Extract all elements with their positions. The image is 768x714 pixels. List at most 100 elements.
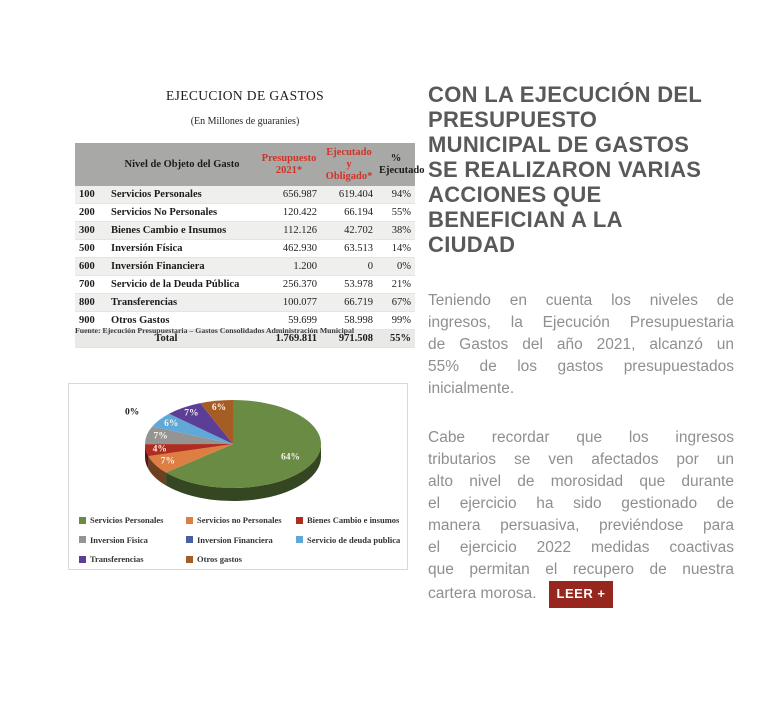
table-cell: Inversión Financiera xyxy=(111,261,205,273)
legend-label: Inversion Fisica xyxy=(90,534,148,545)
headline-line: PRESUPUESTO xyxy=(428,107,598,132)
pie-percent-label: 6% xyxy=(164,419,178,429)
paragraph-text: Teniendo en cuenta los niveles de xyxy=(428,292,734,309)
pie-slice xyxy=(145,444,233,457)
table-cell: 656.987 xyxy=(282,189,317,201)
table-cell: Transferencias xyxy=(111,297,178,309)
legend-item: Inversion Financiera xyxy=(186,534,296,545)
pie-percent-label: 6% xyxy=(212,403,226,413)
pie-slice-side xyxy=(166,444,321,501)
table-cell: Servicio de la Deuda Pública xyxy=(111,279,240,291)
pie-slice-side xyxy=(148,456,167,486)
table-header-row: Nivel de Objeto del Gasto Presupuesto 202… xyxy=(75,143,425,187)
chart-legend: Servicios Personales Servicios no Persona… xyxy=(79,516,401,564)
legend-item: Inversion Fisica xyxy=(79,534,186,545)
headline-line: CON LA EJECUCIÓN DEL xyxy=(428,82,703,107)
total-label: Total xyxy=(154,333,178,345)
legend-color-swatch-icon xyxy=(296,536,303,544)
headline-line: MUNICIPAL DE GASTOS xyxy=(428,132,690,157)
paragraph-line: Teniendo en cuenta los niveles de xyxy=(428,290,734,312)
pie-slice xyxy=(144,426,233,445)
total-cell: 971.508 xyxy=(338,333,373,345)
expense-table: Nivel de Objeto del Gasto Presupuesto 202… xyxy=(75,143,425,348)
total-cell: 1.769.811 xyxy=(275,333,317,345)
leer-button[interactable]: LEER + xyxy=(548,581,614,608)
table-row: 800 Transferencias 100.077 66.719 67% xyxy=(75,293,415,312)
table-cell: 120.422 xyxy=(282,207,317,219)
legend-item: Bienes Cambio e insumos xyxy=(296,516,401,525)
paragraph-1: Teniendo en cuenta los niveles de ingreso… xyxy=(428,290,734,400)
paragraph-text: ingresos, la Ejecución Presupuestaria xyxy=(428,314,734,331)
table-cell: 66.719 xyxy=(344,297,373,309)
table-cell: Otros Gastos xyxy=(111,315,170,327)
table-cell: 600 xyxy=(79,261,95,273)
table-cell: 800 xyxy=(79,297,95,309)
paragraph-line: tributarios se ven afectados por un xyxy=(428,449,734,471)
table-cell: 55% xyxy=(391,207,411,219)
total-row: Total 1.769.811 971.508 55% xyxy=(75,329,415,348)
paragraph-line: cartera morosa. LEER + xyxy=(428,581,734,608)
table-cell: 500 xyxy=(79,243,95,255)
pie-slice xyxy=(200,400,233,444)
paragraph-text: 55% de los gastos presupuestados xyxy=(428,358,734,375)
chart-panel: 64% 7% 4% 7% 0% 6% 7% 6% Servicios Personales Se… xyxy=(68,383,408,570)
column-header: Nivel de Objeto del Gasto xyxy=(107,143,257,187)
table-cell: 900 xyxy=(79,315,95,327)
table-cell: 1.200 xyxy=(293,261,317,273)
legend-item: Servicios no Personales xyxy=(186,516,296,525)
column-header: % Ejecutado xyxy=(377,143,425,187)
legend-label: Servicios Personales xyxy=(90,515,164,525)
header-row: Nivel de Objeto del Gasto Presupuesto 202… xyxy=(75,143,425,187)
column-header: Presupuesto 2021* xyxy=(257,143,321,187)
pie-slice xyxy=(152,413,233,444)
table-row: 700 Servicio de la Deuda Pública 256.370 53… xyxy=(75,276,415,294)
table-cell: 112.126 xyxy=(283,225,317,237)
paragraph-text: inicialmente. xyxy=(428,380,515,397)
table-cell: 300 xyxy=(79,225,95,237)
table-cell: 100.077 xyxy=(282,297,317,309)
headline-line: CIUDAD xyxy=(428,232,516,257)
paragraph-line: el ejercicio 2022 medidas coactivas xyxy=(428,537,734,559)
legend-item: Servicio de deuda publica xyxy=(296,535,401,545)
pie-percent-label: 7% xyxy=(184,409,198,419)
paragraph-line: Cabe recordar que los ingresos xyxy=(428,427,734,449)
pie-percent-label: 64% xyxy=(281,452,300,462)
legend-label: Transferencias xyxy=(90,554,144,564)
paragraph-line: manera persuasiva, previéndose para xyxy=(428,515,734,537)
table-cell: 14% xyxy=(391,243,411,255)
table-cell: 59.699 xyxy=(288,315,317,327)
table-cell: Inversión Física xyxy=(111,243,183,255)
table-cell: 42.702 xyxy=(344,225,373,237)
table-cell: 100 xyxy=(79,189,95,201)
legend-item: Transferencias xyxy=(79,555,186,564)
table-source-note: Fuente: Ejecución Presupuestaria – Gasto… xyxy=(75,326,355,335)
table-row: 100 Servicios Personales 656.987 619.404 94% xyxy=(75,186,415,204)
legend-color-swatch-icon xyxy=(79,555,86,563)
table-cell: 0% xyxy=(397,261,411,273)
table-cell: 66.194 xyxy=(344,207,373,219)
paragraph-2: Cabe recordar que los ingresos tributario… xyxy=(428,427,734,608)
legend-color-swatch-icon xyxy=(186,536,193,544)
headline-line: BENEFICIAN A LA xyxy=(428,207,623,232)
paragraph-text: tributarios se ven afectados por un xyxy=(428,451,734,468)
table-cell: 0 xyxy=(367,261,373,273)
table-row: 300 Bienes Cambio e Insumos 112.126 42.702 3… xyxy=(75,221,415,240)
total-cell: 55% xyxy=(390,333,411,345)
table-cell: 63.513 xyxy=(344,243,373,255)
table-cell: 58.998 xyxy=(344,315,373,327)
legend-label: Servicios no Personales xyxy=(197,515,282,525)
column-header: Ejecutado y Obligado* xyxy=(321,143,377,187)
pie-percent-label: 7% xyxy=(153,432,167,442)
table-body: 100 Servicios Personales 656.987 619.404 94%… xyxy=(75,186,415,348)
paragraph-text: de Gastos del año 2021, alcanzó un xyxy=(428,336,734,353)
table-cell: 256.370 xyxy=(282,279,317,291)
table-cell: 53.978 xyxy=(344,279,373,291)
table-cell: Bienes Cambio e Insumos xyxy=(111,225,227,237)
paragraph-line: ingresos, la Ejecución Presupuestaria xyxy=(428,312,734,334)
paragraph-text: Cabe recordar que los ingresos xyxy=(428,429,734,446)
paragraph-line: de Gastos del año 2021, alcanzó un xyxy=(428,334,734,356)
pie-slice xyxy=(166,400,322,488)
legend-color-swatch-icon xyxy=(79,516,86,524)
legend-color-swatch-icon xyxy=(79,536,86,544)
legend-label: Inversion Financiera xyxy=(197,534,273,545)
